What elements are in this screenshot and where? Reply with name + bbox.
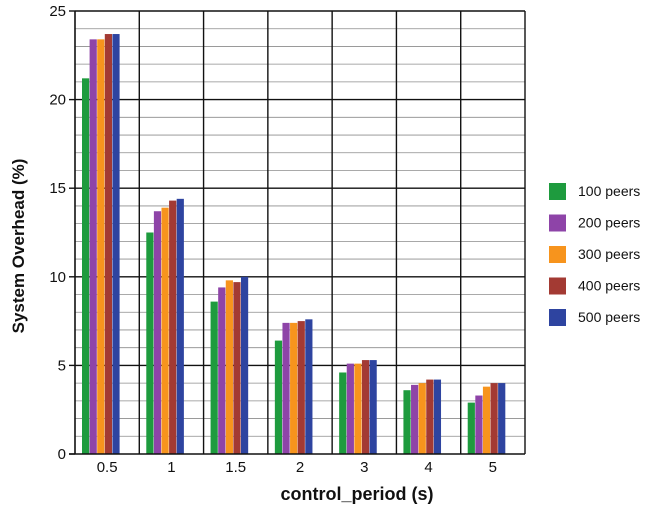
bar-400-peers-0.5 bbox=[104, 34, 112, 454]
bar-400-peers-4 bbox=[426, 379, 434, 454]
legend-label: 400 peers bbox=[578, 278, 640, 294]
legend-label: 100 peers bbox=[578, 183, 640, 199]
legend-swatch bbox=[549, 183, 566, 200]
bar-400-peers-5 bbox=[490, 383, 498, 454]
bar-500-peers-5 bbox=[498, 383, 506, 454]
tick-labels: 0 5 10 15 20 25 0.5 1 1.5 2 3 4 5 bbox=[49, 3, 497, 476]
legend: 100 peers 200 peers 300 peers 400 peers 500 … bbox=[549, 183, 640, 326]
bar-500-peers-4 bbox=[433, 379, 442, 454]
x-axis-title: control_period (s) bbox=[280, 484, 433, 504]
bar-300-peers-4 bbox=[418, 383, 426, 454]
legend-swatch bbox=[549, 214, 566, 232]
x-tick-label: 0.5 bbox=[97, 459, 118, 476]
bar-500-peers-2 bbox=[305, 319, 313, 454]
bar-500-peers-1 bbox=[176, 198, 184, 454]
bar-300-peers-5 bbox=[482, 386, 491, 454]
y-tick-label: 20 bbox=[49, 92, 66, 109]
y-tick-label: 25 bbox=[49, 3, 66, 20]
bar-200-peers-4 bbox=[411, 384, 419, 454]
bar-400-peers-3 bbox=[361, 360, 370, 454]
y-tick-label: 0 bbox=[58, 446, 66, 463]
legend-label: 200 peers bbox=[578, 215, 640, 231]
bar-500-peers-3 bbox=[369, 360, 377, 454]
bar-400-peers-1 bbox=[169, 200, 177, 454]
legend-swatch bbox=[549, 246, 566, 263]
x-tick-label: 5 bbox=[489, 459, 497, 476]
x-tick-label: 1 bbox=[167, 459, 175, 476]
bar-300-peers-0.5 bbox=[97, 39, 105, 455]
bar-400-peers-2 bbox=[297, 321, 305, 454]
y-tick-label: 5 bbox=[58, 357, 66, 374]
y-tick-label: 10 bbox=[49, 269, 66, 286]
bar-100-peers-3 bbox=[339, 372, 347, 454]
bar-200-peers-2 bbox=[282, 322, 290, 454]
bar-200-peers-1 bbox=[153, 211, 162, 454]
bar-200-peers-5 bbox=[475, 395, 483, 454]
x-tick-label: 3 bbox=[360, 459, 368, 476]
bar-400-peers-1.5 bbox=[233, 282, 241, 454]
bar-500-peers-0.5 bbox=[112, 34, 120, 454]
axes bbox=[69, 10, 525, 455]
bar-300-peers-1.5 bbox=[225, 280, 233, 454]
bar-500-peers-1.5 bbox=[240, 276, 249, 454]
x-tick-label: 2 bbox=[296, 459, 304, 476]
bar-200-peers-0.5 bbox=[89, 39, 97, 455]
bar-200-peers-1.5 bbox=[218, 287, 226, 454]
bar-100-peers-1.5 bbox=[210, 301, 218, 454]
bar-300-peers-3 bbox=[354, 363, 362, 454]
bars bbox=[82, 34, 506, 455]
bar-100-peers-0.5 bbox=[82, 78, 90, 454]
bar-100-peers-4 bbox=[403, 390, 411, 454]
bar-100-peers-2 bbox=[274, 340, 283, 454]
bar-100-peers-5 bbox=[467, 402, 475, 454]
legend-swatch bbox=[549, 309, 566, 326]
bar-200-peers-3 bbox=[346, 363, 354, 454]
bar-300-peers-2 bbox=[290, 322, 298, 454]
y-axis-title: System Overhead (%) bbox=[9, 159, 28, 334]
bar-100-peers-1 bbox=[146, 232, 154, 454]
x-tick-label: 1.5 bbox=[225, 459, 246, 476]
legend-label: 500 peers bbox=[578, 309, 640, 325]
x-tick-label: 4 bbox=[424, 459, 432, 476]
legend-swatch bbox=[549, 277, 566, 295]
legend-label: 300 peers bbox=[578, 246, 640, 262]
y-tick-label: 15 bbox=[49, 180, 66, 197]
bar-300-peers-1 bbox=[161, 207, 169, 454]
